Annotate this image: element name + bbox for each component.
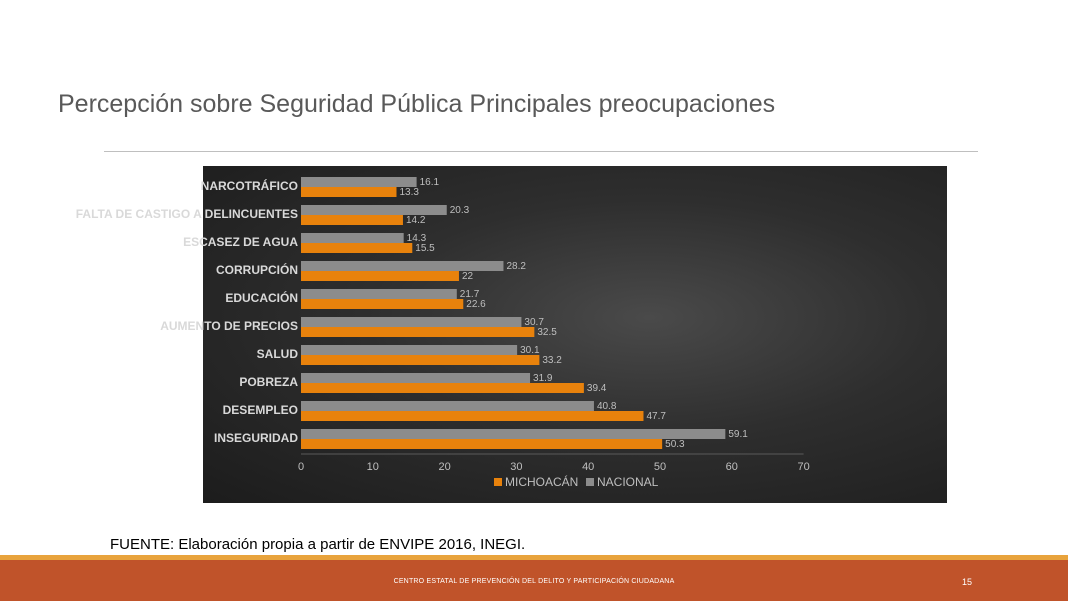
x-tick-label: 30 bbox=[510, 461, 522, 473]
bar-michoacan bbox=[301, 327, 535, 337]
bar-michoacan bbox=[301, 271, 459, 281]
legend-swatch bbox=[494, 478, 502, 486]
category-label: DESEMPLEO bbox=[223, 403, 298, 417]
footer-accent-line bbox=[0, 555, 1068, 560]
bar-nacional bbox=[301, 345, 518, 355]
data-label-michoacan: 47.7 bbox=[646, 411, 666, 422]
category-label: NARCOTRÁFICO bbox=[201, 178, 298, 193]
data-label-michoacan: 14.2 bbox=[406, 215, 426, 226]
data-label-michoacan: 33.2 bbox=[542, 355, 562, 366]
bar-nacional bbox=[301, 205, 447, 215]
data-label-nacional: 30.1 bbox=[520, 345, 540, 356]
data-label-michoacan: 15.5 bbox=[415, 243, 435, 254]
x-tick-label: 0 bbox=[298, 461, 304, 473]
data-label-nacional: 31.9 bbox=[533, 373, 553, 384]
footer-bar bbox=[0, 560, 1068, 601]
source-note: FUENTE: Elaboración propia a partir de E… bbox=[110, 536, 526, 553]
x-tick-label: 20 bbox=[438, 461, 450, 473]
data-label-nacional: 40.8 bbox=[597, 401, 617, 412]
bar-nacional bbox=[301, 261, 504, 271]
category-label: CORRUPCIÓN bbox=[216, 262, 298, 277]
x-tick-label: 10 bbox=[367, 461, 379, 473]
data-label-michoacan: 13.3 bbox=[399, 187, 419, 198]
data-label-michoacan: 39.4 bbox=[587, 383, 607, 394]
x-tick-label: 40 bbox=[582, 461, 594, 473]
x-tick-label: 60 bbox=[726, 461, 738, 473]
legend-label: MICHOACÁN bbox=[505, 474, 578, 489]
bar-michoacan bbox=[301, 243, 413, 253]
legend-label: NACIONAL bbox=[597, 475, 659, 489]
slide-title: Percepción sobre Seguridad Pública Princ… bbox=[58, 90, 776, 118]
data-label-nacional: 20.3 bbox=[450, 205, 470, 216]
bar-michoacan bbox=[301, 215, 403, 225]
title-divider bbox=[104, 151, 978, 152]
bar-nacional bbox=[301, 233, 404, 243]
bar-nacional bbox=[301, 373, 531, 383]
x-tick-label: 50 bbox=[654, 461, 666, 473]
category-label: FALTA DE CASTIGO A DELINCUENTES bbox=[76, 207, 298, 221]
category-label: AUMENTO DE PRECIOS bbox=[160, 319, 298, 333]
data-label-nacional: 59.1 bbox=[728, 429, 748, 440]
bar-michoacan bbox=[301, 299, 464, 309]
bar-nacional bbox=[301, 289, 457, 299]
x-tick-label: 70 bbox=[797, 461, 809, 473]
bar-michoacan bbox=[301, 439, 663, 449]
data-label-michoacan: 22.6 bbox=[466, 299, 486, 310]
category-label: INSEGURIDAD bbox=[214, 431, 298, 445]
bar-nacional bbox=[301, 429, 726, 439]
data-label-michoacan: 22 bbox=[462, 271, 474, 282]
data-label-nacional: 30.7 bbox=[524, 317, 544, 328]
bar-michoacan bbox=[301, 187, 397, 197]
footer-text: CENTRO ESTATAL DE PREVENCIÓN DEL DELITO … bbox=[393, 578, 675, 585]
data-label-nacional: 16.1 bbox=[420, 177, 440, 188]
data-label-nacional: 21.7 bbox=[460, 289, 480, 300]
category-label: SALUD bbox=[257, 347, 299, 361]
data-label-nacional: 28.2 bbox=[506, 261, 526, 272]
data-label-nacional: 14.3 bbox=[407, 233, 427, 244]
legend-swatch bbox=[586, 478, 594, 486]
page-number: 15 bbox=[962, 577, 973, 587]
data-label-michoacan: 50.3 bbox=[665, 439, 685, 450]
data-label-michoacan: 32.5 bbox=[537, 327, 557, 338]
category-label: ESCASEZ DE AGUA bbox=[183, 235, 298, 249]
bar-michoacan bbox=[301, 411, 644, 421]
bar-michoacan bbox=[301, 383, 584, 393]
bar-nacional bbox=[301, 401, 594, 411]
bar-michoacan bbox=[301, 355, 540, 365]
bar-nacional bbox=[301, 177, 417, 187]
category-label: EDUCACIÓN bbox=[225, 290, 298, 305]
category-label: POBREZA bbox=[239, 375, 298, 389]
bar-nacional bbox=[301, 317, 522, 327]
